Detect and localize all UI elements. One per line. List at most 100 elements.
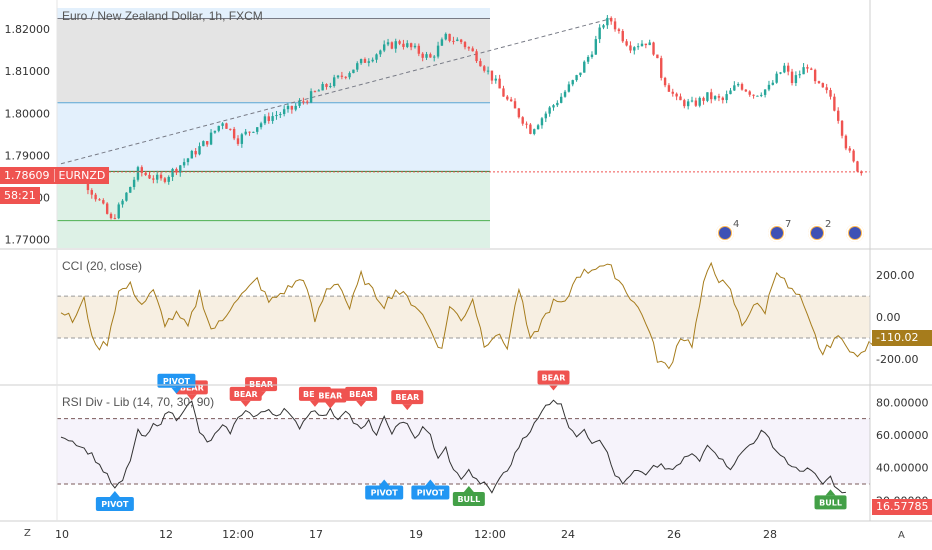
candle-body [175, 168, 178, 173]
cci-title[interactable]: CCI (20, close) [62, 259, 143, 273]
pivot-tag: PIVOT [365, 479, 404, 500]
candle-body [721, 97, 724, 101]
candle-body [644, 43, 648, 46]
tag-label: PIVOT [101, 500, 129, 509]
candle-body [825, 87, 828, 91]
candle-body [244, 131, 247, 135]
fib-zone-grey [57, 18, 490, 103]
candle-body [540, 118, 544, 126]
event-icons-row: 4 7 2 [716, 219, 866, 244]
candle-body [336, 75, 340, 78]
rsi-pane: PIVOTBEARPIVOTBEARBEARBEARBEARBEARBEARPI… [57, 370, 929, 511]
candle-body [275, 115, 278, 117]
candle-body [660, 58, 663, 78]
auto-scale-button[interactable]: A [898, 530, 905, 541]
candle-body [279, 114, 282, 116]
candle-body [167, 176, 170, 182]
zoom-reset-button[interactable]: Z [24, 528, 31, 539]
candle-body [129, 186, 132, 193]
candle-body [240, 134, 244, 144]
candle-body [506, 96, 509, 100]
candle-body [425, 54, 428, 58]
moon-flag-icon[interactable] [808, 224, 826, 242]
last-price-label: 1.78609 EURNZD [0, 167, 110, 184]
candle-body [798, 74, 801, 76]
tag-label: PIVOT [163, 377, 191, 386]
candle-body [590, 54, 594, 57]
candle-body [306, 101, 309, 103]
candle-body [598, 27, 601, 40]
rsi-tick-label: 80.00000 [876, 396, 929, 409]
candle-body [113, 218, 117, 220]
tag-box [391, 390, 424, 405]
candle-body [633, 47, 636, 51]
tag-box [157, 373, 196, 388]
candle-body [556, 102, 559, 106]
time-tick-label: 24 [561, 528, 575, 541]
tag-box [314, 388, 347, 403]
candle-body [483, 66, 486, 71]
candle-body [121, 200, 124, 205]
candle-body [744, 89, 748, 92]
candle-body [710, 92, 713, 100]
candle-body [348, 73, 351, 78]
candle-body [525, 123, 528, 125]
candle-body [844, 135, 848, 149]
tag-label: BEAR [234, 390, 258, 399]
candle-body [763, 89, 767, 95]
candle-body [206, 141, 209, 145]
candle-body [640, 43, 644, 47]
candle-body [821, 83, 825, 88]
tag-label: BEAR [395, 393, 419, 402]
candle-body [563, 91, 567, 97]
candle-body [406, 43, 409, 47]
globe-flag-icon[interactable] [846, 224, 864, 242]
candle-body [606, 17, 609, 26]
candle-body [456, 39, 459, 41]
candle-body [109, 213, 113, 219]
candle-body [694, 100, 698, 106]
candle-body [663, 77, 667, 86]
candle-body [848, 148, 851, 151]
price-tick-label: 1.79000 [5, 149, 51, 162]
pivot-tag: PIVOT [411, 479, 450, 500]
tag-label: BEAR [318, 392, 342, 401]
moon-flag-icon[interactable] [768, 224, 786, 242]
candle-body [386, 42, 390, 45]
candle-body [475, 51, 478, 62]
candle-body [379, 50, 382, 55]
flag-circle [811, 227, 823, 239]
tag-pointer [548, 384, 559, 391]
candle-body [725, 94, 728, 101]
rsi-title[interactable]: RSI Div - Lib (14, 70, 30, 90) [62, 395, 215, 409]
candle-body [155, 174, 159, 180]
tag-pointer [256, 391, 267, 398]
moon-flag-icon[interactable] [716, 224, 734, 242]
candle-body [529, 124, 532, 134]
price-tick-label: 1.80000 [5, 107, 51, 120]
candle-body [136, 167, 140, 180]
candle-body [340, 75, 344, 77]
candle-body [679, 96, 682, 101]
candle-body [417, 45, 421, 54]
tag-box [411, 485, 450, 500]
rsi-band-fill [57, 418, 870, 485]
candle-body [140, 167, 143, 173]
candle-body [702, 97, 705, 101]
tag-pointer [825, 489, 836, 496]
candle-body [398, 41, 401, 44]
candle-body [202, 141, 205, 147]
candle-body [86, 180, 90, 191]
price-pane: 1.820001.810001.800001.790001.780001.770… [5, 8, 870, 248]
tag-label: BULL [819, 498, 842, 507]
candle-body [267, 116, 270, 121]
candle-body [459, 39, 463, 43]
candle-body [225, 123, 228, 129]
candle-body [509, 99, 513, 102]
candle-body [171, 168, 174, 177]
candle-body [521, 117, 524, 124]
candle-body [209, 132, 213, 145]
symbol-title[interactable]: Euro / New Zealand Dollar, 1h, FXCM [62, 9, 263, 23]
